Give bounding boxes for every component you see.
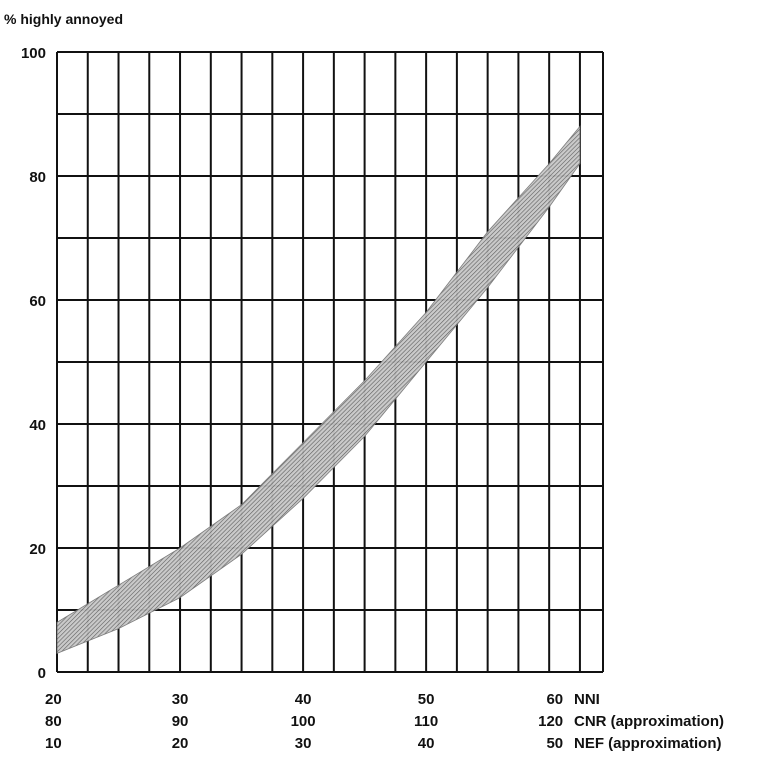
y-tick-label: 60 [29,293,46,310]
x-tick-label: 80 [45,713,62,730]
x-tick-label: 50 [418,691,435,708]
x-tick-label: 90 [172,713,189,730]
x-scale-name: NNI [574,691,600,708]
x-tick-label: 40 [418,735,435,752]
x-scale-names: NNI CNR (approximation) NEF (approximation… [574,691,724,752]
x-tick-label: 40 [295,691,312,708]
y-tick-label: 0 [38,665,46,682]
x-tick-label: 20 [45,691,62,708]
x-tick-label: 10 [45,735,62,752]
x-tick-label: 50 [546,735,563,752]
x-tick-label: 120 [538,713,563,730]
y-tick-label: 20 [29,541,46,558]
x-tick-label: 60 [546,691,563,708]
y-tick-label: 40 [29,417,46,434]
x-tick-label: 110 [414,713,438,730]
x-tick-label: 30 [172,691,189,708]
annoyance-band-layer [56,125,581,654]
x-tick-labels: 20 30 40 50 60 80 90 100 110 120 10 20 30 40 50 [45,691,563,752]
annoyance-band [56,125,581,654]
x-tick-label: 20 [172,735,189,752]
y-tick-label: 80 [29,169,46,186]
x-tick-label: 100 [291,713,316,730]
x-scale-name: CNR (approximation) [574,713,724,730]
y-axis-label: % highly annoyed [4,11,123,27]
x-scale-name: NEF (approximation) [574,735,722,752]
y-tick-labels: 0 20 40 60 80 100 [21,45,46,682]
x-tick-label: 30 [295,735,312,752]
y-tick-label: 100 [21,45,46,62]
